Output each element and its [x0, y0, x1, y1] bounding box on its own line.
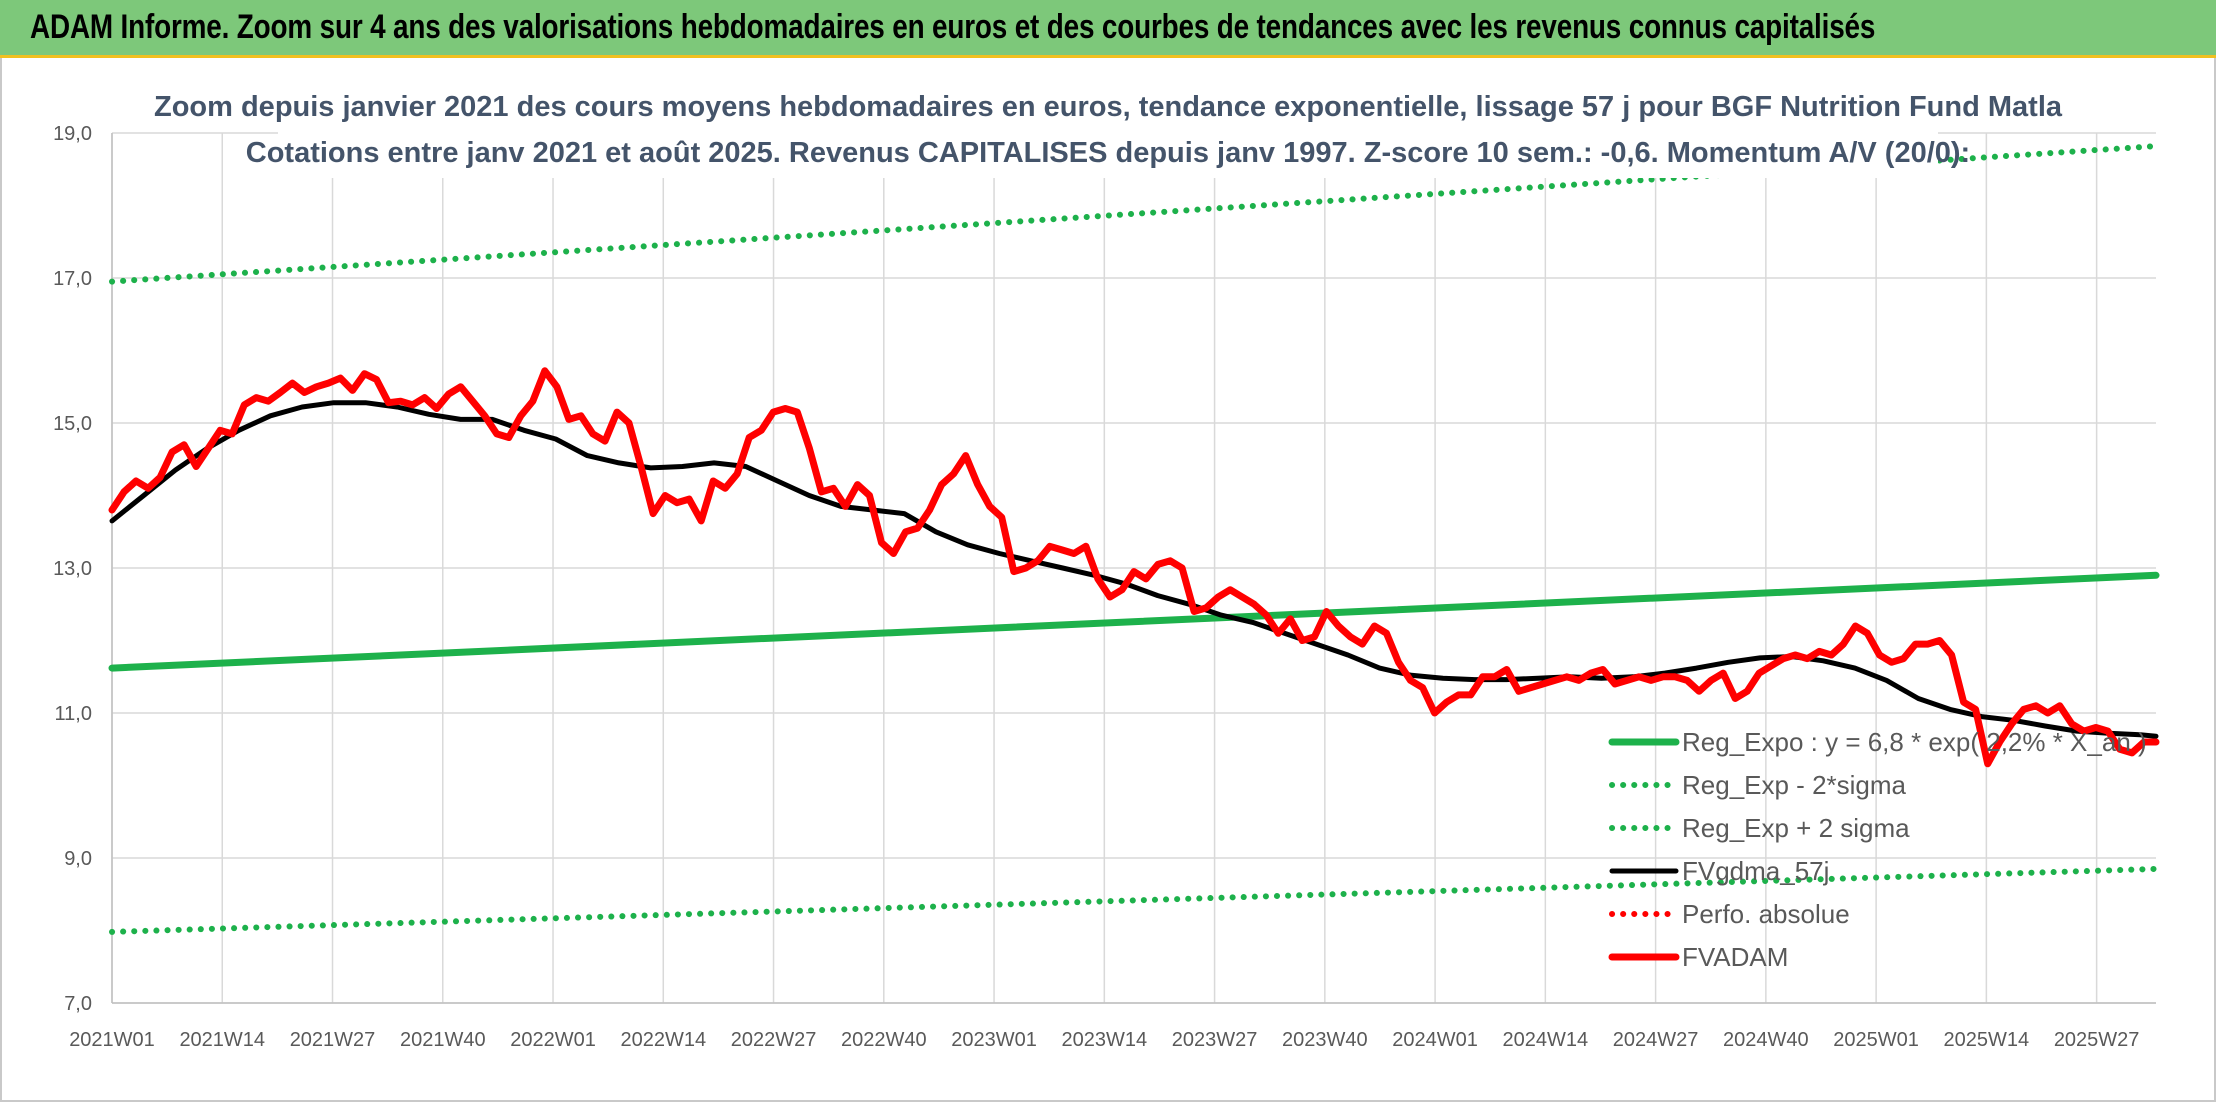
x-tick-label: 2023W01 — [951, 1029, 1037, 1051]
subtitle-line-1: Zoom depuis janvier 2021 des cours moyen… — [154, 91, 2063, 123]
x-tick-label: 2023W27 — [1172, 1029, 1258, 1051]
y-tick-label: 15,0 — [53, 413, 92, 435]
x-tick-label: 2024W14 — [1503, 1029, 1589, 1051]
x-tick-label: 2025W01 — [1833, 1029, 1919, 1051]
series-line-reg-expo-y-6-8-exp-2-2-x-an — [108, 571, 2160, 672]
x-tick-label: 2024W01 — [1392, 1029, 1478, 1051]
subtitle-line-2: Cotations entre janv 2021 et août 2025. … — [246, 137, 1970, 169]
x-tick-label: 2025W14 — [1944, 1029, 2030, 1051]
x-tick-label: 2021W14 — [179, 1029, 265, 1051]
x-tick-label: 2021W40 — [400, 1029, 486, 1051]
legend-label: Reg_Exp + 2 sigma — [1682, 813, 1910, 843]
y-tick-label: 11,0 — [55, 703, 92, 725]
series-line-fvadam — [108, 367, 2160, 768]
x-tick-label: 2022W40 — [841, 1029, 927, 1051]
x-tick-label: 2021W01 — [69, 1029, 155, 1051]
y-tick-label: 9,0 — [64, 848, 92, 870]
legend-label: FVgdma_57j — [1682, 856, 1829, 886]
report-title: ADAM Informe. Zoom sur 4 ans des valoris… — [30, 8, 1876, 46]
series-line-reg-exp-2-sigma — [109, 865, 2159, 935]
y-tick-labels: 7,0 9,0 11,0 13,0 15,0 17,0 19,0 — [53, 123, 92, 1015]
x-tick-label: 2024W40 — [1723, 1029, 1809, 1051]
legend-label: Reg_Exp - 2*sigma — [1682, 770, 1907, 800]
series-line-fvgdma-57j — [109, 400, 2159, 739]
report-banner: ADAM Informe. Zoom sur 4 ans des valoris… — [0, 0, 2216, 58]
x-tick-label: 2023W14 — [1062, 1029, 1148, 1051]
legend-label: Perfo. absolue — [1682, 899, 1850, 929]
y-tick-label: 17,0 — [53, 268, 92, 290]
x-tick-label: 2021W27 — [290, 1029, 376, 1051]
subtitle-background — [278, 82, 1938, 178]
x-tick-label: 2022W14 — [620, 1029, 706, 1051]
legend: Reg_Expo : y = 6,8 * exp( 2,2% * X_an ) R… — [1608, 727, 2147, 972]
x-tick-labels: 2021W01 2021W14 2021W27 2021W40 2022W01 2022W… — [69, 1029, 2139, 1051]
x-tick-label: 2022W01 — [510, 1029, 596, 1051]
y-tick-label: 7,0 — [64, 993, 92, 1015]
x-tick-label: 2023W40 — [1282, 1029, 1368, 1051]
legend-label: FVADAM — [1682, 942, 1788, 972]
chart-subtitle: Zoom depuis janvier 2021 des cours moyen… — [154, 82, 2063, 178]
y-tick-label: 13,0 — [53, 558, 92, 580]
axes — [111, 133, 2156, 1004]
y-tick-label: 19,0 — [53, 123, 92, 145]
legend-label: Reg_Expo : y = 6,8 * exp( 2,2% * X_an ) — [1682, 727, 2147, 757]
x-tick-label: 2022W27 — [731, 1029, 817, 1051]
x-tick-label: 2024W27 — [1613, 1029, 1699, 1051]
x-tick-label: 2025W27 — [2054, 1029, 2140, 1051]
